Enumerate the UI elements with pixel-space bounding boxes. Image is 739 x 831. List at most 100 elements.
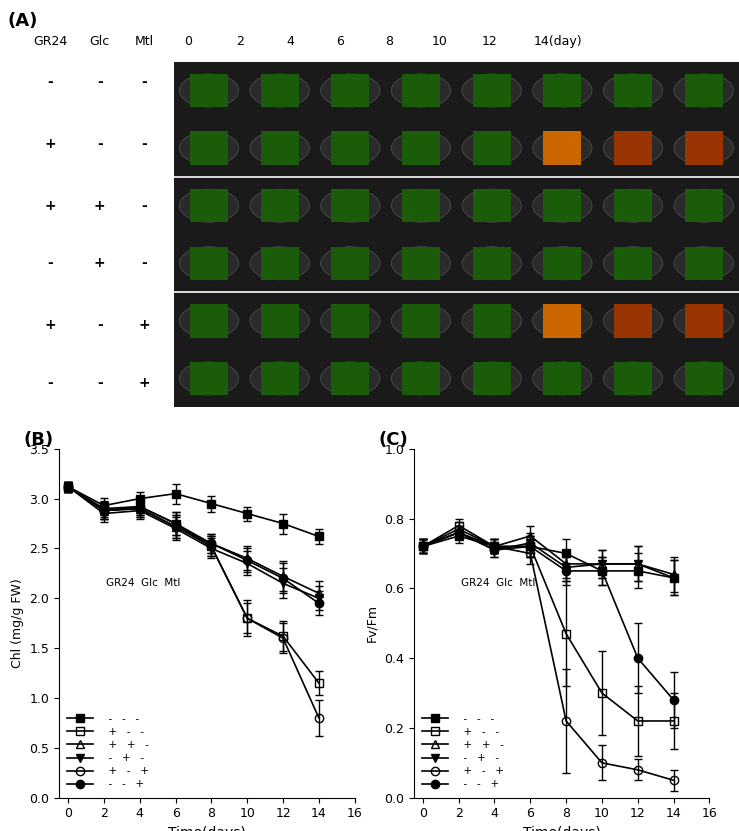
Text: 12: 12 [481, 35, 497, 47]
Text: +: + [44, 137, 56, 151]
Circle shape [533, 189, 592, 222]
Bar [543, 74, 582, 107]
Bar [543, 247, 582, 280]
Circle shape [533, 131, 592, 165]
Circle shape [603, 362, 663, 395]
Y-axis label: Chl (mg/g FW): Chl (mg/g FW) [11, 578, 24, 668]
Text: 6: 6 [336, 35, 344, 47]
Circle shape [674, 247, 733, 280]
Circle shape [533, 247, 592, 280]
Bar [684, 189, 723, 223]
Circle shape [392, 304, 451, 337]
Bar [190, 189, 228, 223]
Bar [261, 189, 299, 223]
Circle shape [180, 247, 239, 280]
Bar [331, 189, 370, 223]
Text: -: - [97, 318, 103, 332]
Text: 8: 8 [386, 35, 393, 47]
Circle shape [462, 189, 521, 222]
Bar [472, 361, 511, 395]
Circle shape [321, 189, 380, 222]
Bar [614, 74, 652, 107]
Bar [190, 74, 228, 107]
Bar [614, 361, 652, 395]
Text: 2: 2 [236, 35, 244, 47]
Text: -: - [47, 76, 53, 89]
Bar [614, 189, 652, 223]
Bar [684, 304, 723, 337]
Circle shape [250, 362, 310, 395]
Bar [402, 189, 440, 223]
Bar [190, 247, 228, 280]
Bar [472, 131, 511, 165]
Text: -: - [141, 256, 147, 270]
Bar [402, 247, 440, 280]
Bar [261, 247, 299, 280]
Text: +: + [94, 256, 106, 270]
Text: +: + [44, 199, 56, 213]
Text: Mtl: Mtl [134, 35, 154, 47]
Circle shape [674, 189, 733, 222]
Text: 14(day): 14(day) [534, 35, 582, 47]
Bar [261, 131, 299, 165]
Bar [684, 131, 723, 165]
Circle shape [321, 131, 380, 165]
X-axis label: Time(days): Time(days) [168, 826, 246, 831]
Bar [331, 131, 370, 165]
Bar [261, 74, 299, 107]
Circle shape [603, 189, 663, 222]
Circle shape [462, 131, 521, 165]
Circle shape [392, 74, 451, 107]
Circle shape [250, 131, 310, 165]
Bar [190, 304, 228, 337]
Bar [261, 304, 299, 337]
Bar [331, 74, 370, 107]
Circle shape [321, 304, 380, 337]
Circle shape [462, 304, 521, 337]
Circle shape [250, 247, 310, 280]
Circle shape [250, 304, 310, 337]
Circle shape [462, 362, 521, 395]
Bar [402, 74, 440, 107]
Bar [190, 131, 228, 165]
Bar [543, 189, 582, 223]
Bar [402, 131, 440, 165]
Text: Glc: Glc [89, 35, 110, 47]
Text: +: + [138, 318, 150, 332]
Bar [190, 361, 228, 395]
Circle shape [250, 189, 310, 222]
Text: +: + [94, 199, 106, 213]
Circle shape [180, 131, 239, 165]
Bar [614, 304, 652, 337]
Legend:   -   -   -,   +   -   -,   +   +   -,   -   +   -,   +   -   +,   -   -   +: - - -, + - -, + + -, - + -, + - +, - - + [64, 711, 152, 793]
Bar [261, 361, 299, 395]
Text: +: + [138, 376, 150, 390]
Text: (B): (B) [24, 431, 54, 450]
Bar [684, 247, 723, 280]
Text: (C): (C) [378, 431, 408, 450]
Circle shape [392, 131, 451, 165]
Bar [543, 304, 582, 337]
Circle shape [603, 247, 663, 280]
Circle shape [321, 362, 380, 395]
Text: -: - [97, 137, 103, 151]
Circle shape [603, 131, 663, 165]
Text: GR24  Glc  Mtl: GR24 Glc Mtl [461, 578, 536, 588]
Circle shape [533, 362, 592, 395]
Legend:   -   -   -,   +   -   -,   +   +   -,   -   +   -,   +   -   +,   -   -   +: - - -, + - -, + + -, - + -, + - +, - - + [419, 711, 507, 793]
Y-axis label: Fv/Fm: Fv/Fm [366, 604, 378, 642]
Circle shape [462, 74, 521, 107]
Bar [472, 74, 511, 107]
Bar [684, 74, 723, 107]
Circle shape [180, 189, 239, 222]
Circle shape [180, 304, 239, 337]
Text: -: - [141, 199, 147, 213]
Text: GR24: GR24 [33, 35, 67, 47]
Circle shape [180, 74, 239, 107]
Bar [543, 361, 582, 395]
Text: -: - [97, 76, 103, 89]
Circle shape [674, 304, 733, 337]
Bar [402, 304, 440, 337]
Circle shape [392, 247, 451, 280]
Circle shape [533, 74, 592, 107]
